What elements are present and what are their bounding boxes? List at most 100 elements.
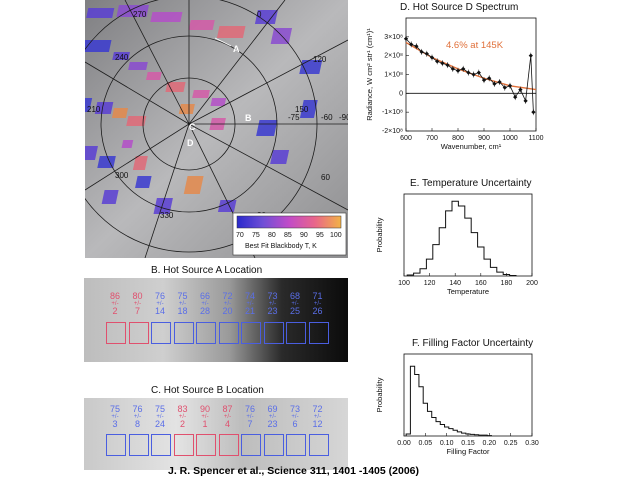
x-tick-label: 1100 <box>528 135 543 142</box>
colorbar-tick: 90 <box>300 232 308 239</box>
x-tick-label: 0.10 <box>440 440 454 447</box>
temperature-patch <box>86 8 115 18</box>
colorbar-tick: 85 <box>284 232 292 239</box>
panel-d-title: D. Hot Source D Spectrum <box>400 2 519 13</box>
x-tick-label: 0.00 <box>397 440 411 447</box>
label-top: 76 <box>154 291 165 301</box>
footprint-box <box>241 434 261 456</box>
temperature-label: 90 +/- 1 <box>194 405 216 429</box>
x-tick-label: 600 <box>400 135 412 142</box>
label-bot: 4 <box>224 419 230 429</box>
label-mid: +/- <box>246 301 254 307</box>
label-top: 68 <box>289 291 300 301</box>
label-mid: +/- <box>223 301 232 307</box>
hot-source-a-strip: 86 +/- 2 80 +/- 7 76 +/- 14 75 +/- 18 66 +/- 28 72 +/- 20… <box>84 278 348 362</box>
histogram-bar <box>419 387 423 436</box>
label-mid: +/- <box>178 301 187 307</box>
data-point <box>445 62 450 68</box>
data-point <box>528 53 533 58</box>
x-tick-label: 140 <box>449 280 461 287</box>
temperature-patch <box>121 140 134 148</box>
label-bot: 2 <box>112 306 118 316</box>
footprint-box <box>263 434 284 456</box>
label-top: 72 <box>312 404 323 414</box>
label-top: 87 <box>222 404 233 414</box>
temperature-patch <box>101 190 119 204</box>
temperature-patch <box>183 176 204 194</box>
histogram-outline <box>406 200 517 277</box>
histogram-bar <box>415 375 419 437</box>
label-bot: 28 <box>199 306 210 316</box>
temperature-label: 74 +/- 21 <box>239 292 261 316</box>
temperature-label: 75 +/- 3 <box>104 405 126 429</box>
temperature-patch <box>112 52 130 60</box>
footprint-box <box>241 322 261 344</box>
data-point <box>518 87 523 92</box>
data-point <box>523 98 528 103</box>
label-bot: 8 <box>134 419 140 429</box>
histogram-bar <box>449 429 453 436</box>
data-point <box>476 70 481 75</box>
footprint-box <box>286 322 306 344</box>
histogram-bar <box>458 206 464 276</box>
data-point <box>507 83 513 88</box>
hot-source-b-strip: 75 +/- 3 76 +/- 8 75 +/- 24 83 +/- 2 90 +/- 1 87 +/- 4 76 +… <box>84 398 348 470</box>
x-tick-label: 800 <box>452 135 464 142</box>
y-tick-label: 1×10⁸ <box>384 72 403 79</box>
label-top: 74 <box>244 291 255 301</box>
colorbar-label: Best Fit Blackbody T, K <box>245 243 317 250</box>
x-tick-label: 1000 <box>502 135 518 142</box>
temperature-patch <box>132 156 148 170</box>
data-point <box>424 51 429 56</box>
temperature-label: 75 +/- 18 <box>172 292 194 316</box>
label-mid: +/- <box>201 301 209 307</box>
footprint-box <box>151 322 171 344</box>
label-top: 66 <box>199 291 210 301</box>
lon-label: 300 <box>115 171 129 180</box>
label-top: 76 <box>132 404 143 414</box>
histogram-bar <box>453 430 457 436</box>
temperature-patch <box>254 10 278 24</box>
source-markers: A B C D <box>187 37 252 148</box>
temperature-label: 71 +/- 26 <box>307 292 329 316</box>
label-mid: +/- <box>178 414 187 420</box>
x-tick-label: 0.25 <box>504 440 518 447</box>
lat-label: -90 <box>339 113 348 122</box>
label-bot: 12 <box>312 419 323 429</box>
data-point <box>487 76 492 81</box>
temperature-patch <box>256 120 278 136</box>
y-tick-label: -2×10⁸ <box>382 128 403 135</box>
label-top: 86 <box>109 291 120 301</box>
label-bot: 6 <box>292 419 298 429</box>
label-top: 75 <box>177 291 188 301</box>
temperature-patch <box>97 156 116 168</box>
temperature-label: 75 +/- 24 <box>149 405 171 429</box>
footprint-box <box>308 434 329 456</box>
y-axis-label: Radiance, W cm² str¹ (cm¹)¹ <box>365 28 374 121</box>
lat-label: -60 <box>321 113 333 122</box>
label-bot: 25 <box>289 306 300 316</box>
data-point <box>440 61 445 66</box>
temperature-label: 73 +/- 23 <box>262 292 284 316</box>
x-tick-label: 120 <box>424 280 436 287</box>
label-bot: 20 <box>222 306 233 316</box>
data-point <box>531 110 536 115</box>
temperature-patch <box>135 176 152 188</box>
footprint-box <box>286 434 306 456</box>
histogram-bar <box>478 247 484 276</box>
temperature-label: 69 +/- 23 <box>262 405 284 429</box>
label-top: 83 <box>177 404 188 414</box>
lon-label: 240 <box>115 53 129 62</box>
footprint-box <box>128 434 149 456</box>
label-bot: 23 <box>267 419 278 429</box>
label-mid: +/- <box>133 414 142 420</box>
plot-frame <box>403 193 533 277</box>
y-tick-label: -1×10⁸ <box>382 109 403 116</box>
footprint-box <box>106 434 126 456</box>
temperature-patch <box>217 200 237 212</box>
temperature-patch <box>94 102 114 114</box>
label-top: 75 <box>109 404 120 414</box>
footprint-box <box>218 434 239 456</box>
temperature-label: 87 +/- 4 <box>217 405 239 429</box>
